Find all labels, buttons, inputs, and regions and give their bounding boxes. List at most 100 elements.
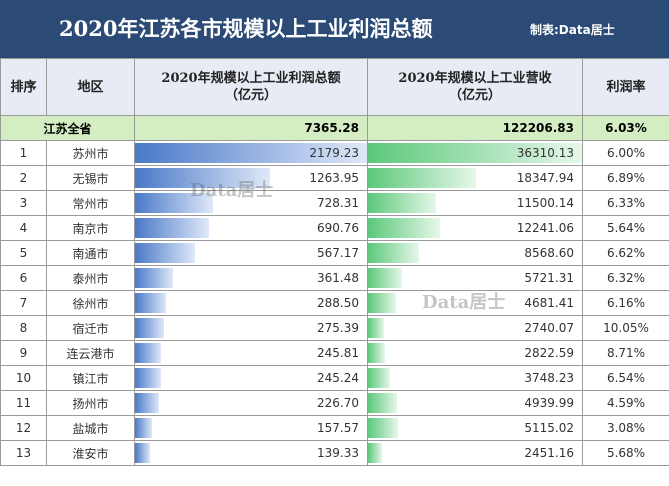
revenue-bar — [368, 418, 399, 438]
revenue-bar — [368, 368, 391, 388]
cell-region: 扬州市 — [46, 390, 135, 416]
profit-bar — [135, 318, 165, 338]
cell-region: 连云港市 — [46, 340, 135, 366]
table-row: 2 无锡市 1263.95 18347.94 6.89% — [0, 165, 669, 191]
revenue-value: 4681.41 — [524, 296, 574, 310]
total-region: 江苏全省 — [0, 115, 135, 141]
profit-bar — [135, 193, 213, 213]
cell-rank: 5 — [0, 240, 47, 266]
header-row: 排序 地区 2020年规模以上工业利润总额（亿元） 2020年规模以上工业营收（… — [0, 58, 669, 116]
table-row: 3 常州市 728.31 11500.14 6.33% — [0, 190, 669, 216]
cell-region: 南京市 — [46, 215, 135, 241]
cell-revenue: 5721.31 — [367, 265, 583, 291]
author-credit: 制表:Data居士 — [530, 23, 615, 37]
table-row: 6 泰州市 361.48 5721.31 6.32% — [0, 265, 669, 291]
revenue-value: 12241.06 — [516, 221, 574, 235]
profit-value: 139.33 — [317, 446, 359, 460]
cell-revenue: 5115.02 — [367, 415, 583, 441]
profit-value: 275.39 — [317, 321, 359, 335]
table-row: 1 苏州市 2179.23 36310.13 6.00% — [0, 140, 669, 166]
col-header-margin: 利润率 — [582, 58, 669, 116]
revenue-value: 18347.94 — [516, 171, 574, 185]
total-margin: 6.03% — [582, 115, 669, 141]
cell-rank: 1 — [0, 140, 47, 166]
revenue-value: 36310.13 — [516, 146, 574, 160]
revenue-value: 11500.14 — [516, 196, 574, 210]
cell-margin: 6.32% — [582, 265, 669, 291]
revenue-bar — [368, 243, 419, 263]
profit-value: 361.48 — [317, 271, 359, 285]
table-row: 12 盐城市 157.57 5115.02 3.08% — [0, 415, 669, 441]
cell-profit: 1263.95 — [134, 165, 368, 191]
profit-table: 排序 地区 2020年规模以上工业利润总额（亿元） 2020年规模以上工业营收（… — [0, 58, 669, 466]
profit-bar — [135, 443, 150, 463]
cell-rank: 4 — [0, 215, 47, 241]
cell-profit: 690.76 — [134, 215, 368, 241]
profit-value: 2179.23 — [309, 146, 359, 160]
total-profit: 7365.28 — [134, 115, 368, 141]
col-header-region: 地区 — [46, 58, 135, 116]
cell-rank: 8 — [0, 315, 47, 341]
cell-margin: 6.33% — [582, 190, 669, 216]
profit-bar — [135, 418, 152, 438]
revenue-bar — [368, 293, 396, 313]
revenue-bar — [368, 193, 436, 213]
cell-margin: 5.64% — [582, 215, 669, 241]
profit-bar — [135, 268, 174, 288]
cell-rank: 7 — [0, 290, 47, 316]
table-row: 11 扬州市 226.70 4939.99 4.59% — [0, 390, 669, 416]
revenue-bar — [368, 218, 441, 238]
profit-value: 567.17 — [317, 246, 359, 260]
profit-bar — [135, 243, 196, 263]
cell-margin: 6.89% — [582, 165, 669, 191]
cell-region: 徐州市 — [46, 290, 135, 316]
cell-region: 苏州市 — [46, 140, 135, 166]
col-header-profit: 2020年规模以上工业利润总额（亿元） — [134, 58, 368, 116]
revenue-value: 4939.99 — [524, 396, 574, 410]
cell-revenue: 8568.60 — [367, 240, 583, 266]
profit-value: 728.31 — [317, 196, 359, 210]
cell-region: 常州市 — [46, 190, 135, 216]
revenue-value: 2451.16 — [524, 446, 574, 460]
col-header-revenue: 2020年规模以上工业营收（亿元） — [367, 58, 583, 116]
profit-bar — [135, 218, 209, 238]
total-revenue: 122206.83 — [367, 115, 583, 141]
cell-profit: 361.48 — [134, 265, 368, 291]
revenue-bar — [368, 393, 398, 413]
cell-profit: 157.57 — [134, 415, 368, 441]
cell-margin: 8.71% — [582, 340, 669, 366]
profit-value: 1263.95 — [309, 171, 359, 185]
title-bar: 2020年江苏各市规模以上工业利润总额 制表:Data居士 — [0, 0, 669, 58]
cell-region: 淮安市 — [46, 440, 135, 466]
cell-rank: 11 — [0, 390, 47, 416]
cell-revenue: 11500.14 — [367, 190, 583, 216]
cell-revenue: 2822.59 — [367, 340, 583, 366]
total-row: 江苏全省 7365.28 122206.83 6.03% — [0, 115, 669, 141]
profit-bar — [135, 343, 162, 363]
profit-value: 245.81 — [317, 346, 359, 360]
profit-value: 245.24 — [317, 371, 359, 385]
revenue-bar — [368, 143, 582, 163]
cell-margin: 4.59% — [582, 390, 669, 416]
cell-revenue: 2740.07 — [367, 315, 583, 341]
profit-bar — [135, 368, 162, 388]
revenue-bar — [368, 318, 385, 338]
cell-rank: 2 — [0, 165, 47, 191]
revenue-value: 5721.31 — [524, 271, 574, 285]
cell-profit: 275.39 — [134, 315, 368, 341]
profit-bar — [135, 393, 160, 413]
cell-revenue: 2451.16 — [367, 440, 583, 466]
cell-rank: 3 — [0, 190, 47, 216]
table-row: 5 南通市 567.17 8568.60 6.62% — [0, 240, 669, 266]
cell-region: 宿迁市 — [46, 315, 135, 341]
cell-revenue: 4681.41 — [367, 290, 583, 316]
cell-profit: 245.24 — [134, 365, 368, 391]
cell-profit: 2179.23 — [134, 140, 368, 166]
table-row: 4 南京市 690.76 12241.06 5.64% — [0, 215, 669, 241]
table-row: 8 宿迁市 275.39 2740.07 10.05% — [0, 315, 669, 341]
cell-region: 泰州市 — [46, 265, 135, 291]
profit-value: 226.70 — [317, 396, 359, 410]
revenue-bar — [368, 168, 477, 188]
revenue-bar — [368, 343, 385, 363]
table-row: 7 徐州市 288.50 4681.41 6.16% — [0, 290, 669, 316]
